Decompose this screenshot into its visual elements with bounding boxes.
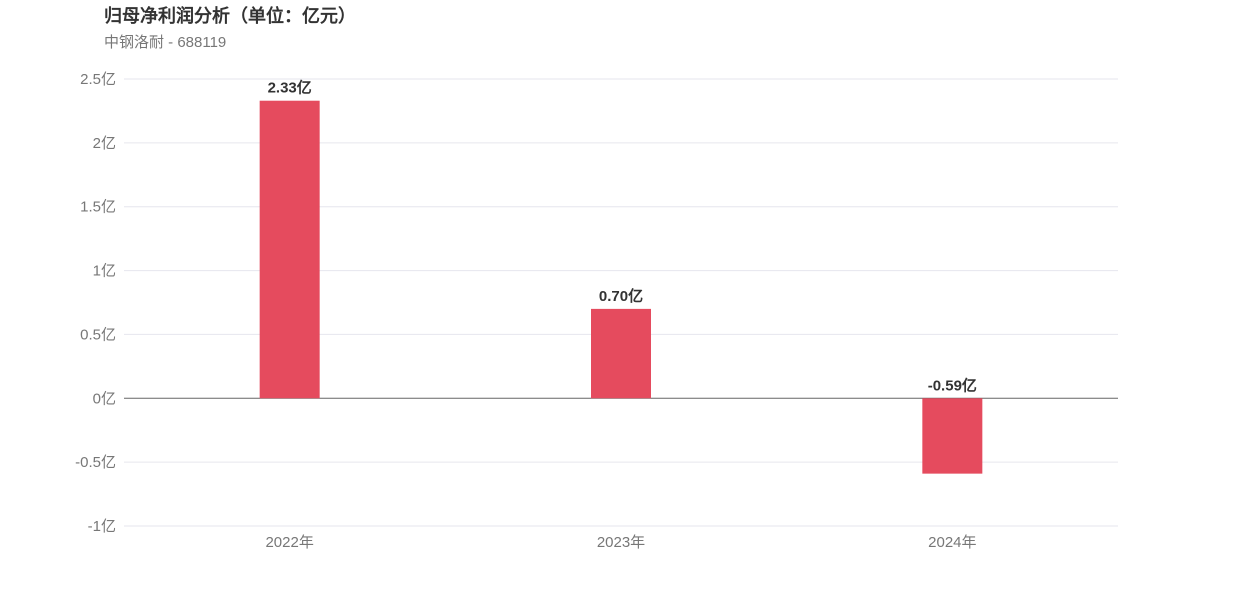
y-axis-ticks: 2.5亿 2亿 1.5亿 1亿 0.5亿 0亿 -0.5亿 -1亿 xyxy=(75,71,116,535)
bars xyxy=(259,100,983,474)
chart-title: 归母净利润分析（单位：亿元） xyxy=(104,6,356,26)
data-label: -0.59亿 xyxy=(928,376,977,394)
x-axis-ticks: 2022年 2023年 2024年 xyxy=(265,534,976,551)
data-labels: 2.33亿 0.70亿 -0.59亿 xyxy=(268,79,977,395)
y-tick-label: 1亿 xyxy=(93,263,116,280)
bar-2024年[interactable] xyxy=(922,398,983,474)
data-label: 2.33亿 xyxy=(268,79,312,97)
data-label: 0.70亿 xyxy=(599,287,643,305)
x-tick-label: 2022年 xyxy=(265,534,313,551)
chart-subtitle: 中钢洛耐 - 688119 xyxy=(104,34,227,51)
y-tick-label: 2.5亿 xyxy=(80,71,116,88)
y-tick-label: 2亿 xyxy=(93,135,116,152)
x-tick-label: 2024年 xyxy=(928,534,976,551)
bar-2023年[interactable] xyxy=(591,308,651,399)
y-tick-label: -1亿 xyxy=(88,518,116,535)
y-tick-label: 0.5亿 xyxy=(80,326,116,343)
x-tick-label: 2023年 xyxy=(597,534,645,551)
y-tick-label: -0.5亿 xyxy=(75,454,116,471)
bar-2022年[interactable] xyxy=(259,100,320,399)
y-tick-label: 0亿 xyxy=(93,390,116,407)
y-tick-label: 1.5亿 xyxy=(80,199,116,216)
